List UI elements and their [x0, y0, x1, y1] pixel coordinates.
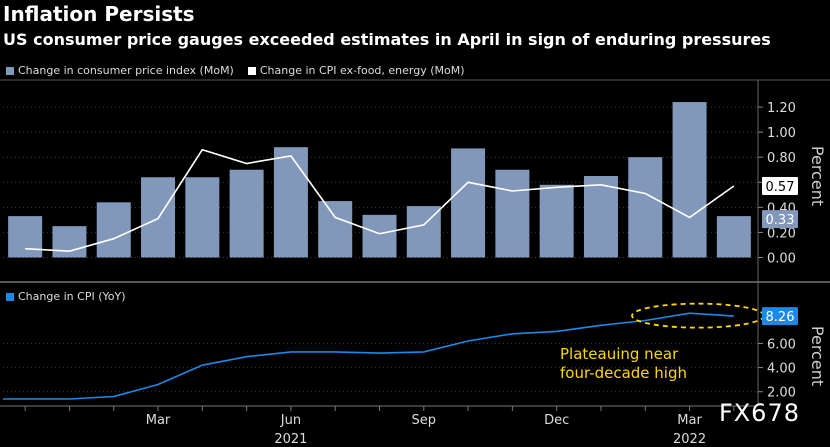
bar-cpi-mom — [52, 226, 87, 258]
legend-swatch-line — [247, 66, 256, 75]
bar-cpi-mom — [628, 157, 663, 258]
legend-item-core-mom: Change in CPI ex-food, energy (MoM) — [247, 64, 465, 77]
last-value-badge-bg — [762, 210, 798, 229]
x-tick-label-month: Dec — [544, 413, 569, 428]
last-value-badge-bg — [762, 177, 798, 196]
bar-cpi-mom — [583, 176, 618, 258]
line-core-cpi-mom — [25, 148, 735, 253]
x-tick-label-month: Mar — [146, 413, 171, 428]
x-tick-label-year: 2021 — [274, 432, 307, 447]
bottom-legend: Change in CPI (YoY) — [6, 290, 125, 303]
y-tick-label-top: 0.80 — [767, 151, 796, 166]
bar-cpi-mom — [495, 169, 530, 258]
last-value-badge-text: 0.33 — [766, 213, 795, 228]
bar-cpi-mom — [8, 216, 43, 258]
bar-cpi-mom — [362, 214, 397, 258]
legend-label-cpi-mom: Change in consumer price index (MoM) — [18, 64, 234, 77]
legend-swatch-yoy — [6, 292, 14, 301]
line-cpi-yoy — [3, 312, 734, 400]
x-tick-label-month: Jun — [280, 413, 301, 428]
chart-title: Inflation Persists — [3, 2, 195, 26]
annotation-line-1: Plateauing near — [560, 345, 679, 363]
y-tick-label-top: 0.20 — [767, 226, 796, 241]
legend-label-core-mom: Change in CPI ex-food, energy (MoM) — [259, 64, 465, 77]
y-tick-label-top: 1.20 — [767, 101, 796, 116]
annotation-line-2: four-decade high — [560, 364, 687, 382]
bar-cpi-mom — [318, 201, 353, 258]
x-tick-label-year: 2022 — [673, 432, 706, 447]
bar-cpi-mom — [273, 147, 308, 258]
plateau-highlight-ellipse — [631, 302, 765, 329]
last-value-badge-yoy-text: 8.26 — [766, 310, 795, 325]
last-value-badge-yoy-bg — [762, 307, 798, 326]
bar-cpi-mom — [96, 202, 131, 258]
y-tick-label-top: 0.00 — [767, 251, 796, 266]
y-tick-label-bottom: 6.00 — [767, 337, 796, 352]
bar-cpi-mom — [185, 177, 220, 258]
y-axis-label-bottom: Percent — [808, 326, 827, 386]
bar-cpi-mom — [716, 216, 751, 258]
x-tick-label-month: Sep — [412, 413, 437, 428]
top-legend: Change in consumer price index (MoM) Cha… — [6, 64, 465, 77]
legend-item-cpi-mom: Change in consumer price index (MoM) — [6, 64, 234, 77]
legend-swatch-bar — [6, 66, 14, 75]
y-tick-label-top: 1.00 — [767, 126, 796, 141]
bar-cpi-mom — [539, 184, 574, 258]
legend-item-cpi-yoy: Change in CPI (YoY) — [6, 290, 125, 303]
x-tick-label-month: Mar — [677, 413, 702, 428]
y-axis-label-top: Percent — [808, 146, 827, 206]
chart-subtitle: US consumer price gauges exceeded estima… — [3, 30, 771, 49]
bar-cpi-mom — [672, 102, 707, 258]
legend-label-cpi-yoy: Change in CPI (YoY) — [18, 290, 126, 303]
y-tick-label-bottom: 4.00 — [767, 362, 796, 377]
bar-cpi-mom — [451, 148, 486, 258]
watermark: FX678 — [718, 399, 800, 427]
last-value-badge-text: 0.57 — [766, 180, 795, 195]
annotation-text: Plateauing near four-decade high — [560, 345, 687, 382]
bar-cpi-mom — [229, 169, 264, 258]
y-tick-label-bottom: 2.00 — [767, 386, 796, 401]
